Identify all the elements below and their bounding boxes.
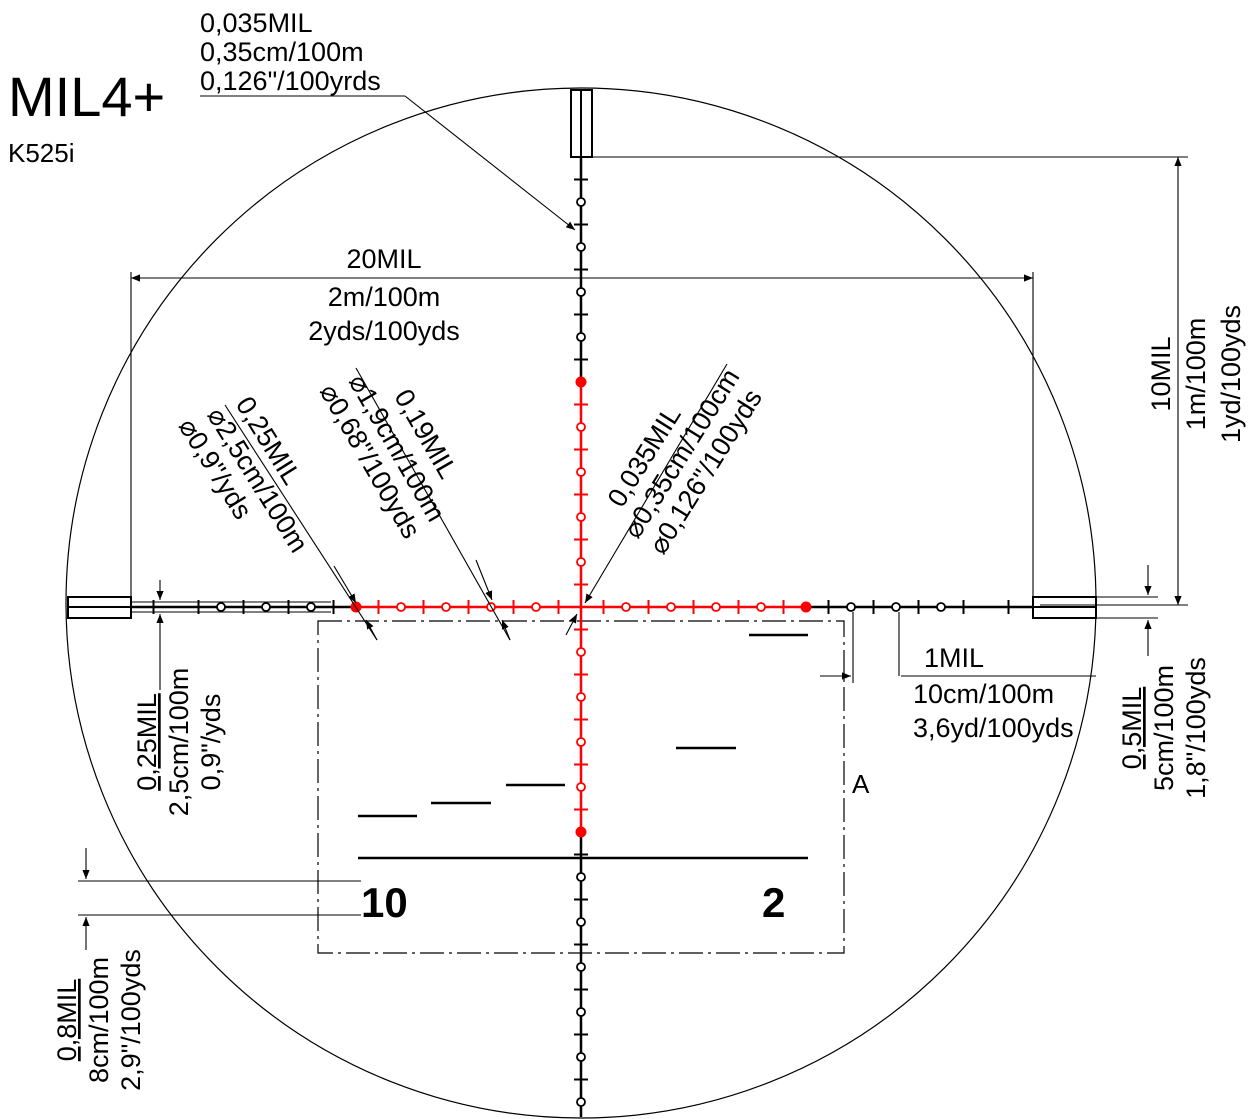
top-callout: 0,035MIL 0,35cm/100m 0,126"/100yrds: [200, 8, 381, 96]
hollow-dot: [576, 692, 586, 702]
hollow-dot: [531, 602, 541, 612]
hollow-dot: [576, 332, 586, 342]
hollow-dot: [936, 602, 946, 612]
hollow-dot: [846, 602, 856, 612]
one-mil-line: 3,6yd/100yds: [913, 713, 1074, 743]
ranging-bars: [358, 633, 808, 860]
hollow-dot: [576, 1052, 586, 1062]
hollow-dot: [576, 512, 586, 522]
hollow-dot: [576, 872, 586, 882]
hollow-dot: [216, 602, 226, 612]
one-mil-label: 1MIL 10cm/100m 3,6yd/100yds: [913, 643, 1074, 743]
span-label-line: 2yds/100yds: [308, 316, 460, 346]
hollow-dot: [576, 467, 586, 477]
bar-height-line: 8cm/100m: [84, 957, 114, 1083]
hollow-dot: [711, 602, 721, 612]
filled-dot: [575, 826, 587, 838]
callout-line: 0,035MIL: [200, 8, 313, 38]
post-thickness-line: 0,5MIL: [1117, 687, 1147, 770]
scope-model: K525i: [8, 138, 75, 168]
hollow-dot: [576, 557, 586, 567]
post-thickness-line: 1,8"/100yds: [1181, 657, 1211, 799]
hollow-dot: [576, 737, 586, 747]
callout-line: 0,126"/100yrds: [200, 66, 381, 96]
span-label-line: 20MIL: [346, 244, 421, 274]
callout-line: 0,35cm/100m: [200, 37, 364, 67]
post-thickness-line: 5cm/100m: [1149, 665, 1179, 791]
post-thickness-label: 0,5MIL 5cm/100m 1,8"/100yds: [1117, 657, 1211, 799]
hollow-dot: [621, 602, 631, 612]
line-thickness-line: 0,9"/yds: [196, 694, 226, 791]
post-height-label: 10MIL 1m/100m 1yd/100yds: [1146, 305, 1246, 443]
hollow-dot: [306, 602, 316, 612]
hollow-dot: [576, 962, 586, 972]
detail-marker-a: A: [852, 769, 870, 799]
range-number-right: 2: [762, 879, 785, 926]
hollow-dot: [756, 602, 766, 612]
hollow-dot: [576, 242, 586, 252]
hollow-dot: [576, 197, 586, 207]
hollow-dot: [396, 602, 406, 612]
bar-height-line: 0,8MIL: [52, 979, 82, 1062]
hollow-dot: [441, 602, 451, 612]
hollow-dot: [576, 1097, 586, 1107]
filled-dot: [800, 601, 812, 613]
dimension-lines: [78, 95, 1188, 950]
one-mil-line: 10cm/100m: [913, 679, 1054, 709]
hollow-dot: [891, 602, 901, 612]
dot-025-label: 0,25MIL ⌀2,5cm/100m ⌀0,9"/yds: [173, 391, 314, 557]
hollow-dot: [576, 647, 586, 657]
line-thickness-label: 0,25MIL 2,5cm/100m 0,9"/yds: [132, 668, 226, 817]
span-label-line: 2m/100m: [328, 282, 441, 312]
hollow-dot: [576, 287, 586, 297]
line-thickness-line: 0,25MIL: [132, 693, 162, 791]
hollow-dot: [576, 1007, 586, 1017]
dot-019-label: 0,19MIL ⌀1,9cm/100m ⌀0,68"/100yds: [314, 369, 463, 544]
post-height-line: 10MIL: [1146, 336, 1176, 411]
post-height-line: 1yd/100yds: [1216, 305, 1246, 443]
reticle-marks: [152, 178, 1010, 1107]
post-height-line: 1m/100m: [1181, 318, 1211, 431]
bar-height-label: 0,8MIL 8cm/100m 2,9"/100yds: [52, 949, 146, 1091]
hollow-dot: [576, 422, 586, 432]
hollow-dot: [576, 782, 586, 792]
filled-dot: [575, 376, 587, 388]
one-mil-line: 1MIL: [924, 643, 984, 673]
hollow-dot: [576, 917, 586, 927]
thick-posts: [67, 89, 1097, 619]
hollow-dot: [666, 602, 676, 612]
span-label: 20MIL 2m/100m 2yds/100yds: [308, 244, 460, 346]
hollow-dot: [261, 602, 271, 612]
line-thickness-line: 2,5cm/100m: [164, 668, 194, 817]
bar-height-line: 2,9"/100yds: [116, 949, 146, 1091]
range-number-left: 10: [361, 879, 408, 926]
reticle-title: MIL4+: [8, 65, 165, 128]
center-dot-label: 0,035MIL ⌀0,35cm/100cm ⌀0,126"/100yds: [602, 363, 768, 559]
crosshair-lines: [131, 157, 1033, 1117]
